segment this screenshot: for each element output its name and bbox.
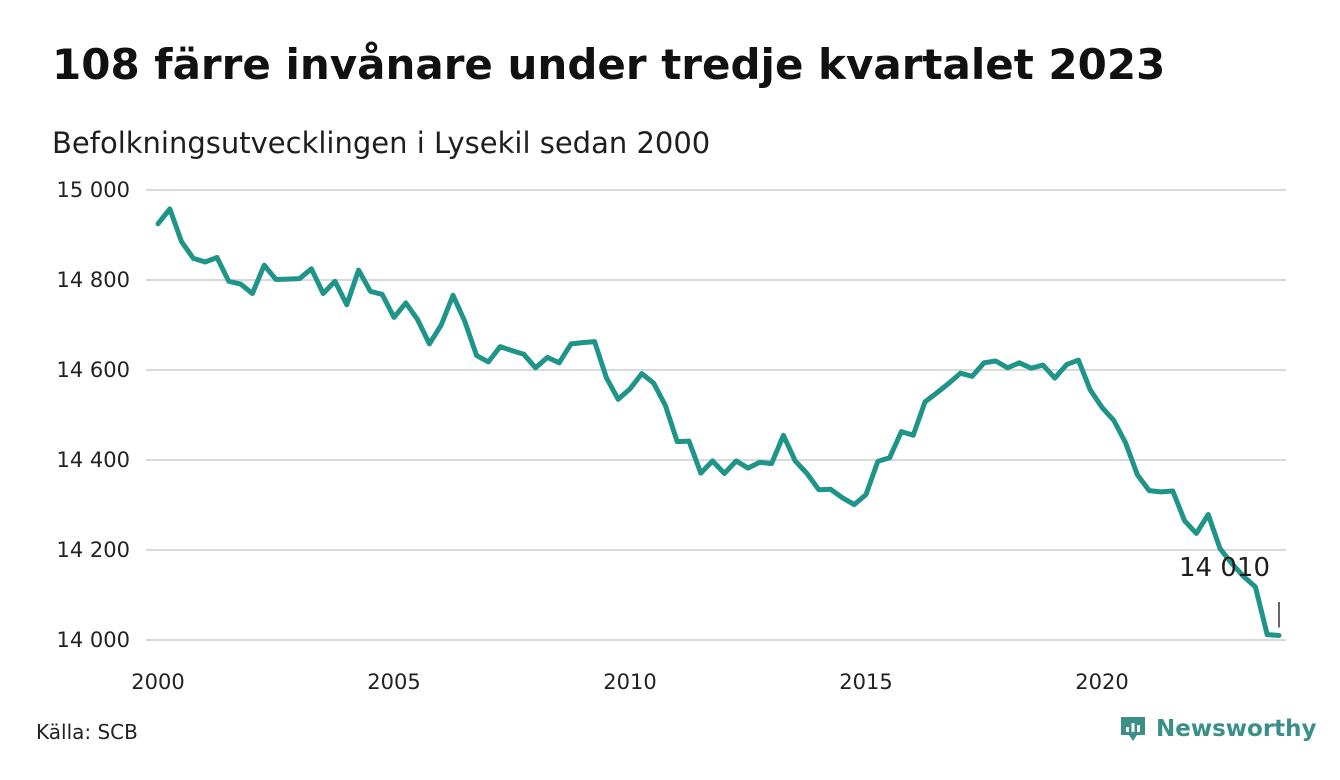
x-tick-label: 2020 xyxy=(1075,670,1128,694)
chart-title: 108 färre invånare under tredje kvartale… xyxy=(52,40,1166,89)
series-layer xyxy=(155,206,1282,638)
newsworthy-brand: Newsworthy xyxy=(1118,714,1317,744)
line-chart: 14 000 14 200 14 400 14 600 14 800 15 000 200… xyxy=(57,178,1286,694)
x-tick-label: 2005 xyxy=(367,670,420,694)
y-tick-label: 14 200 xyxy=(57,538,130,562)
newsworthy-logo-icon xyxy=(1121,717,1145,741)
gridlines xyxy=(146,189,1286,641)
brand-name: Newsworthy xyxy=(1156,716,1317,742)
y-tick-label: 14 400 xyxy=(57,448,130,472)
x-tick-label: 2000 xyxy=(131,670,184,694)
y-tick-label: 14 600 xyxy=(57,358,130,382)
end-label-group: 14 010 xyxy=(1179,553,1280,628)
source-note: Källa: SCB xyxy=(36,720,138,744)
y-tick-label: 14 800 xyxy=(57,268,130,292)
x-axis-tick-labels: 2000 2005 2010 2015 2020 xyxy=(131,670,1128,694)
y-tick-label: 15 000 xyxy=(57,178,130,202)
end-value-label: 14 010 xyxy=(1179,553,1270,583)
x-tick-label: 2015 xyxy=(839,670,892,694)
y-tick-label: 14 000 xyxy=(57,628,130,652)
y-axis-tick-labels: 14 000 14 200 14 400 14 600 14 800 15 000 xyxy=(57,178,130,652)
x-tick-label: 2010 xyxy=(603,670,656,694)
population-line xyxy=(155,206,1282,638)
chart-subtitle: Befolkningsutvecklingen i Lysekil sedan … xyxy=(52,126,711,160)
